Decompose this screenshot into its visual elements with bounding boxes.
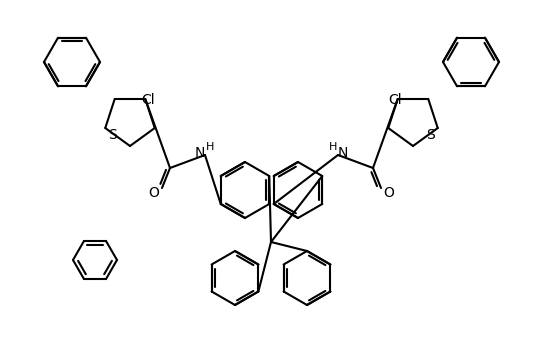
Text: Cl: Cl	[141, 93, 155, 107]
Text: H: H	[206, 142, 214, 152]
Text: O: O	[149, 186, 160, 200]
Text: O: O	[383, 186, 394, 200]
Text: S: S	[427, 128, 435, 142]
Text: H: H	[329, 142, 337, 152]
Text: S: S	[108, 128, 116, 142]
Text: Cl: Cl	[388, 93, 402, 107]
Text: N: N	[195, 146, 205, 160]
Text: N: N	[338, 146, 348, 160]
